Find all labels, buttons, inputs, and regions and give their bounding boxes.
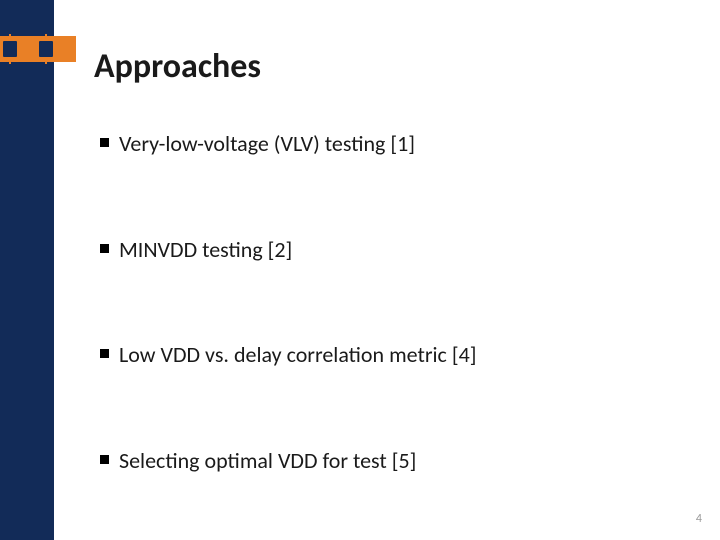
bullet-item: Low VDD vs. delay correlation metric [4] xyxy=(100,341,660,369)
bullet-text: Low VDD vs. delay correlation metric [4] xyxy=(119,341,476,369)
bullet-text: Very-low-voltage (VLV) testing [1] xyxy=(119,130,415,158)
bullet-list: Very-low-voltage (VLV) testing [1] MINVD… xyxy=(100,130,660,474)
bullet-text: Selecting optimal VDD for test [5] xyxy=(119,447,416,475)
bullet-marker-icon xyxy=(100,455,109,464)
bullet-text: MINVDD testing [2] xyxy=(119,236,292,264)
bullet-marker-icon xyxy=(100,349,109,358)
bullet-item: MINVDD testing [2] xyxy=(100,236,660,264)
left-sidebar xyxy=(0,0,54,540)
slide-title: Approaches xyxy=(94,46,261,87)
bullet-item: Very-low-voltage (VLV) testing [1] xyxy=(100,130,660,158)
sidebar-bar xyxy=(0,0,54,540)
bullet-marker-icon xyxy=(100,138,109,147)
page-number: 4 xyxy=(696,512,702,526)
bullet-item: Selecting optimal VDD for test [5] xyxy=(100,447,660,475)
bullet-marker-icon xyxy=(100,244,109,253)
